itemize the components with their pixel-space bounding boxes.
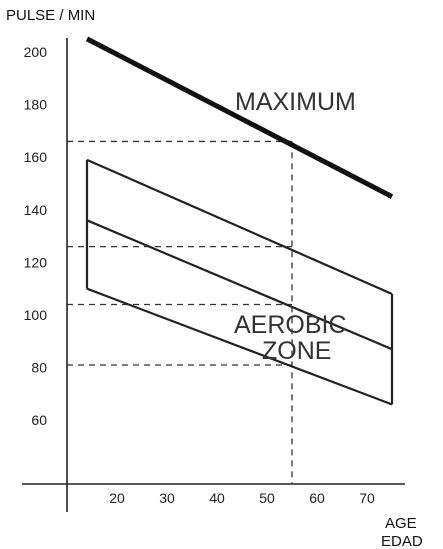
reference-lines <box>67 140 293 484</box>
y-tick-label-100: 100 <box>24 307 48 323</box>
series-line-maximum <box>85 36 394 199</box>
aerobic-zone-label-line1: AEROBIC <box>234 311 347 339</box>
y-axis-label: PULSE / MIN <box>6 7 95 24</box>
y-tick-label-120: 120 <box>24 254 48 270</box>
x-tick-label-60: 60 <box>309 490 325 506</box>
series-line-zone_middle <box>86 219 393 351</box>
x-tick-label-50: 50 <box>259 490 275 506</box>
x-axis-label-line2: EDAD <box>381 533 423 549</box>
series-lines <box>85 36 394 406</box>
x-tick-label-30: 30 <box>159 490 175 506</box>
y-tick-label-140: 140 <box>24 202 48 218</box>
y-tick-label-80: 80 <box>31 360 47 376</box>
x-axis-label-line1: AGE <box>385 515 417 532</box>
y-tick-label-60: 60 <box>31 412 47 428</box>
series-line-zone_upper <box>86 158 393 295</box>
y-tick-label-180: 180 <box>24 97 48 113</box>
x-tick-label-20: 20 <box>109 490 125 506</box>
y-tick-label-200: 200 <box>24 44 48 60</box>
x-tick-labels: 20 30 40 50 60 70 <box>109 490 375 506</box>
x-tick-label-70: 70 <box>359 490 375 506</box>
series-line-zone_lower <box>86 287 393 406</box>
y-tick-labels: 60 80 100 120 140 160 180 200 <box>24 44 48 428</box>
x-tick-label-40: 40 <box>209 490 225 506</box>
aerobic-zone-label-line2: ZONE <box>262 337 331 365</box>
maximum-label: MAXIMUM <box>235 88 356 116</box>
y-tick-label-160: 160 <box>24 149 48 165</box>
